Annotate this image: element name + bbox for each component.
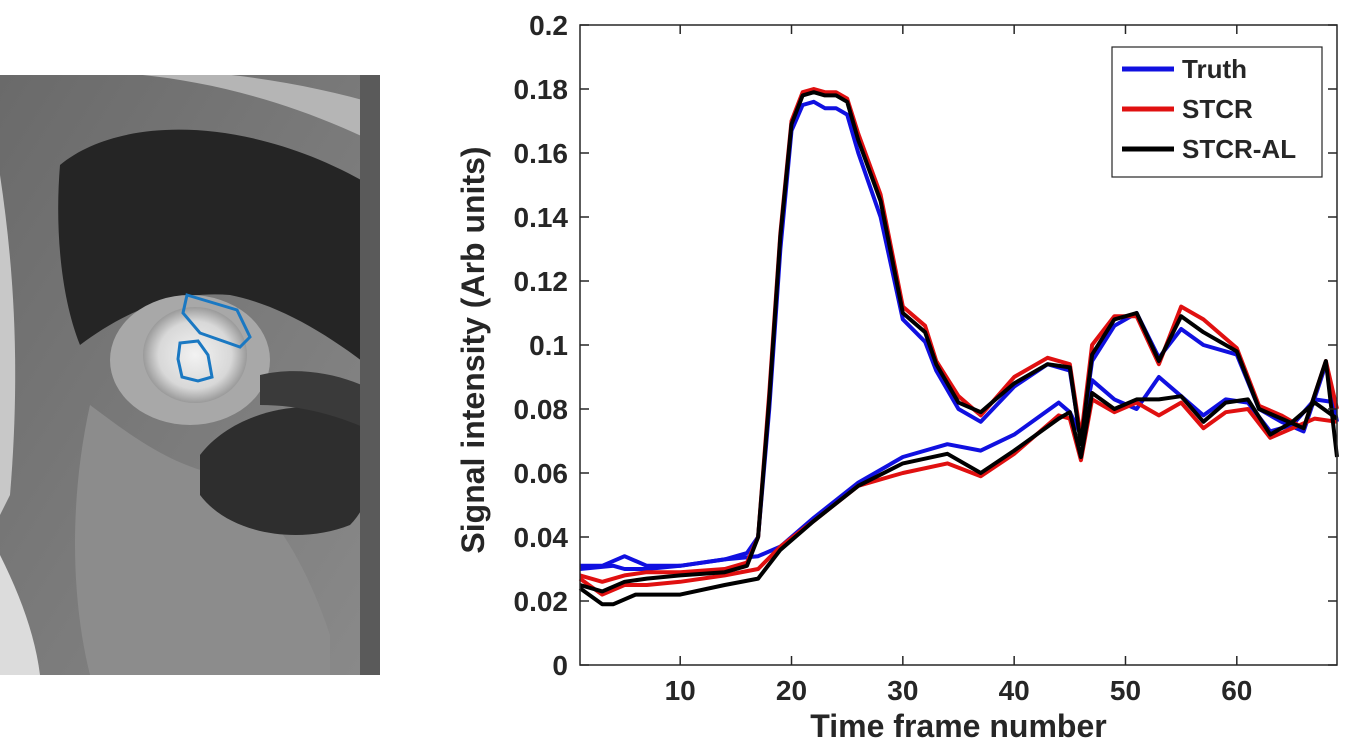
y-tick-label: 0.16 xyxy=(514,138,569,169)
series-line-truth-blood-pool xyxy=(580,99,1339,568)
roi-myocardium-outline xyxy=(181,293,252,349)
y-tick-label: 0.1 xyxy=(529,330,568,361)
y-tick-label: 0.08 xyxy=(514,394,569,425)
y-tick-label: 0.14 xyxy=(514,202,569,233)
roi-blood-pool-outline xyxy=(176,339,214,383)
x-tick-label: 40 xyxy=(999,675,1030,706)
signal-intensity-chart: 0 0.02 0.04 0.06 0.08 0.1 0.12 0.14 0.16 0.18 0.2 … xyxy=(440,0,1348,751)
chart-svg: 00.020.040.060.080.10.120.140.160.180.2 … xyxy=(455,10,1339,744)
mri-image xyxy=(0,69,381,675)
y-tick-label: 0.2 xyxy=(529,10,568,41)
y-tick-label: 0 xyxy=(552,650,568,681)
x-tick-label: 10 xyxy=(665,675,696,706)
x-tick-label: 60 xyxy=(1221,675,1252,706)
y-axis-label: Signal intensity (Arb units) xyxy=(455,146,491,553)
chart-legend: Truth STCR STCR-AL xyxy=(1111,46,1323,178)
x-axis-label: Time frame number xyxy=(810,708,1106,744)
series-line-stcr-al-blood-pool xyxy=(579,90,1339,594)
y-tick-label: 0.06 xyxy=(514,458,569,489)
y-tick-label: 0.18 xyxy=(514,74,569,105)
x-tick-label: 20 xyxy=(776,675,807,706)
legend-label-truth: Truth xyxy=(1182,54,1247,84)
x-axis: 10 20 30 40 50 60 xyxy=(665,25,1252,706)
series-line-stcr-myocardium xyxy=(578,397,1338,597)
y-tick-label: 0.12 xyxy=(514,266,569,297)
y-tick-label: 0.02 xyxy=(514,586,569,617)
y-tick-label: 0.04 xyxy=(514,522,569,553)
x-tick-label: 50 xyxy=(1110,675,1141,706)
series-layer xyxy=(578,87,1339,607)
y-axis: 0 0.02 0.04 0.06 0.08 0.1 0.12 0.14 0.16 0.18 0.2 xyxy=(514,10,1337,681)
legend-label-stcr-al: STCR-AL xyxy=(1182,134,1296,164)
mri-image-svg xyxy=(0,69,381,675)
x-tick-label: 30 xyxy=(887,675,918,706)
series-line-stcr-al-myocardium xyxy=(578,391,1339,607)
legend-label-stcr: STCR xyxy=(1182,94,1253,124)
